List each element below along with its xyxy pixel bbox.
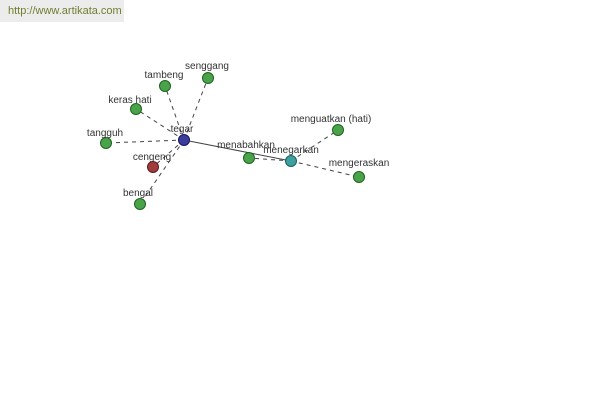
node-label-menguatkan-hati[interactable]: menguatkan (hati) bbox=[291, 114, 372, 125]
node-label-keras-hati[interactable]: keras hati bbox=[108, 95, 151, 106]
url-watermark-bar: http://www.artikata.com bbox=[0, 0, 124, 22]
edge-menegarkan-mengeraskan bbox=[290, 160, 360, 178]
node-tegar[interactable] bbox=[178, 134, 190, 146]
url-text: http://www.artikata.com bbox=[8, 5, 122, 17]
edge-tegar-cengeng bbox=[152, 139, 185, 168]
node-menabahkan[interactable] bbox=[243, 152, 255, 164]
node-menguatkan-hati[interactable] bbox=[332, 124, 344, 136]
node-mengeraskan[interactable] bbox=[353, 171, 365, 183]
edge-menegarkan-menabahkan bbox=[248, 157, 292, 162]
edge-menegarkan-menguatkan-hati bbox=[290, 129, 339, 162]
node-label-menegarkan[interactable]: menegarkan bbox=[263, 145, 319, 156]
node-label-cengeng[interactable]: cengeng bbox=[133, 152, 171, 163]
edge-tegar-bengal bbox=[139, 139, 185, 205]
edge-tegar-menegarkan bbox=[183, 139, 292, 162]
node-label-mengeraskan[interactable]: mengeraskan bbox=[329, 158, 390, 169]
node-label-menabahkan[interactable]: menabahkan bbox=[217, 140, 275, 151]
edge-tegar-keras-hati bbox=[135, 108, 185, 141]
node-label-tegar[interactable]: tegar bbox=[171, 124, 194, 135]
node-label-tambeng[interactable]: tambeng bbox=[145, 70, 184, 81]
node-label-tangguh[interactable]: tangguh bbox=[87, 128, 123, 139]
node-senggang[interactable] bbox=[202, 72, 214, 84]
node-tambeng[interactable] bbox=[159, 80, 171, 92]
node-keras-hati[interactable] bbox=[130, 103, 142, 115]
edge-tegar-tangguh bbox=[105, 139, 185, 144]
node-tangguh[interactable] bbox=[100, 137, 112, 149]
node-cengeng[interactable] bbox=[147, 161, 159, 173]
node-label-senggang[interactable]: senggang bbox=[185, 61, 229, 72]
node-menegarkan[interactable] bbox=[285, 155, 297, 167]
node-label-bengal[interactable]: bengal bbox=[123, 188, 153, 199]
edge-tegar-senggang bbox=[183, 77, 209, 141]
node-bengal[interactable] bbox=[134, 198, 146, 210]
edge-tegar-tambeng bbox=[164, 85, 185, 141]
